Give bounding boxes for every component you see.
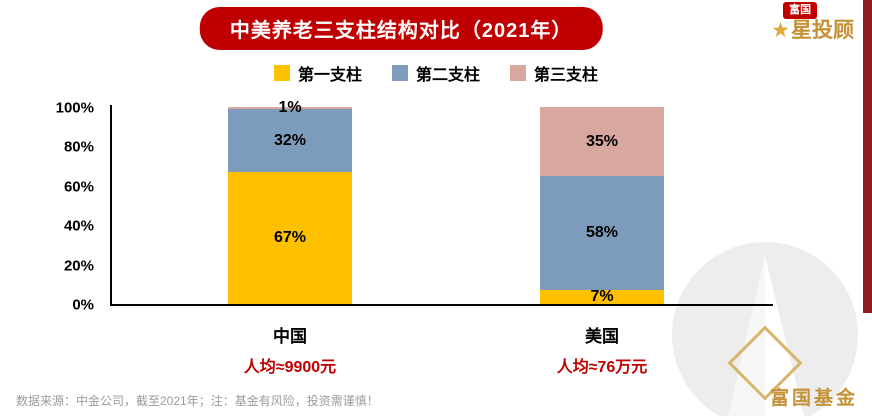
bar-value-label: 58%	[585, 224, 619, 242]
bar-segment: 7%	[540, 288, 664, 306]
legend-label-first-pillar: 第一支柱	[297, 67, 362, 84]
legend-swatch-third-pillar	[510, 65, 526, 81]
y-tick-label: 0%	[72, 296, 94, 314]
bar-value-label: 1%	[278, 99, 302, 117]
watermark-text: 富国基金	[769, 388, 858, 409]
bar-value-label: 32%	[273, 131, 307, 149]
y-axis	[110, 105, 112, 305]
watermark-logo	[652, 238, 872, 416]
y-axis-ticks: 0% 20% 40% 60% 80% 100%	[30, 100, 102, 314]
y-tick-label: 80%	[63, 138, 94, 156]
legend-swatch-first-pillar	[273, 65, 290, 81]
bar-value-label: 67%	[273, 229, 307, 246]
brand-name-row: ★ 星投顾	[771, 19, 854, 43]
source-note: 数据来源：中金公司，截至2021年；注：基金有风险，投资需谨慎！	[16, 394, 379, 408]
bar-stack: 7% 58% 35%	[540, 107, 664, 306]
fullgoal-logo-icon	[672, 242, 858, 416]
category-label-china: 中国	[273, 327, 307, 346]
y-tick-label: 40%	[63, 217, 94, 235]
star-icon: ★	[771, 19, 790, 42]
bar-segment: 67%	[228, 172, 352, 304]
bar-segment: 58%	[540, 175, 664, 291]
per-capita-annotation: 人均≈76万元	[556, 359, 648, 376]
y-tick-label: 60%	[63, 178, 94, 196]
bar-value-label: 35%	[585, 132, 619, 150]
x-axis	[110, 304, 773, 306]
bar-value-label: 7%	[590, 288, 614, 306]
y-tick-label: 100%	[55, 99, 94, 117]
legend-label-third-pillar: 第三支柱	[534, 67, 599, 84]
category-label-usa: 美国	[585, 327, 619, 346]
bar-segment: 1%	[228, 99, 352, 116]
legend-label-second-pillar: 第二支柱	[415, 67, 480, 84]
right-edge-stripe	[863, 0, 872, 313]
page-title: 中美养老三支柱结构对比（2021年）	[199, 7, 603, 50]
legend-item-third-pillar: 第三支柱	[510, 61, 598, 85]
legend-item-first-pillar: 第一支柱	[273, 61, 362, 85]
legend-item-second-pillar: 第二支柱	[391, 61, 480, 85]
brand-logo: 富国 ★ 星投顾	[771, 2, 854, 43]
chart-legend: 第一支柱 第二支柱 第三支柱	[0, 61, 872, 85]
per-capita-annotation: 人均≈9900元	[243, 359, 337, 376]
brand-name: 星投顾	[791, 19, 854, 42]
bar-segment: 35%	[540, 107, 664, 176]
bar-segment: 32%	[228, 108, 352, 173]
y-tick-label: 20%	[63, 257, 94, 275]
brand-badge: 富国	[783, 2, 818, 19]
bar-stack: 67% 32% 1%	[228, 99, 352, 304]
legend-swatch-second-pillar	[391, 65, 408, 81]
